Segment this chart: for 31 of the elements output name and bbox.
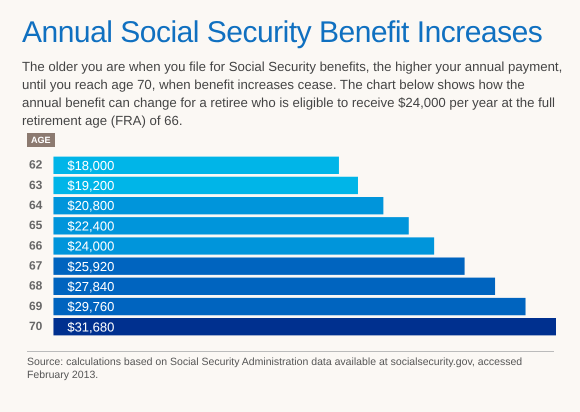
data-label: $18,000 <box>67 158 114 173</box>
bar <box>53 298 526 316</box>
bar <box>53 278 496 296</box>
y-tick-label: 65 <box>28 218 43 232</box>
data-label: $31,680 <box>67 319 114 334</box>
y-tick-label: 69 <box>28 298 43 313</box>
bar <box>53 176 358 194</box>
y-tick-label: 63 <box>28 178 43 192</box>
chart-subtitle: The older you are when you file for Social Security benefits, the higher your annual payment, until you reach age 70, when benefit increases cease. The chart below shows how the annual benefit can change for a retiree who is eligible to receive $24,000 per year at the full retirement age (FRA) of 66. <box>22 58 564 130</box>
source-note: Source: calculations based on Social Security Administration data available at socialsecurity.gov, accessed February 2013. <box>27 356 524 382</box>
data-label: $29,760 <box>67 299 114 314</box>
data-label: $20,800 <box>67 198 114 214</box>
bar <box>53 217 409 234</box>
y-tick-label: 68 <box>28 278 43 293</box>
data-label: $25,920 <box>67 258 114 274</box>
y-axis-title: AGE <box>27 133 55 147</box>
data-label: $22,400 <box>67 218 114 234</box>
bar <box>53 258 465 275</box>
y-tick-label: 70 <box>28 319 43 334</box>
bar <box>53 318 556 336</box>
bar <box>53 196 384 214</box>
y-tick-label: 64 <box>28 198 43 212</box>
y-tick-label: 67 <box>28 258 43 272</box>
data-label: $27,840 <box>67 278 114 294</box>
bar <box>53 237 434 255</box>
y-tick-label: 62 <box>28 158 43 172</box>
y-tick-label: 66 <box>28 238 43 252</box>
data-label: $24,000 <box>67 238 114 254</box>
bar <box>53 156 339 174</box>
chart-title: Annual Social Security Benefit Increases <box>22 16 542 50</box>
data-label: $19,200 <box>67 178 114 194</box>
